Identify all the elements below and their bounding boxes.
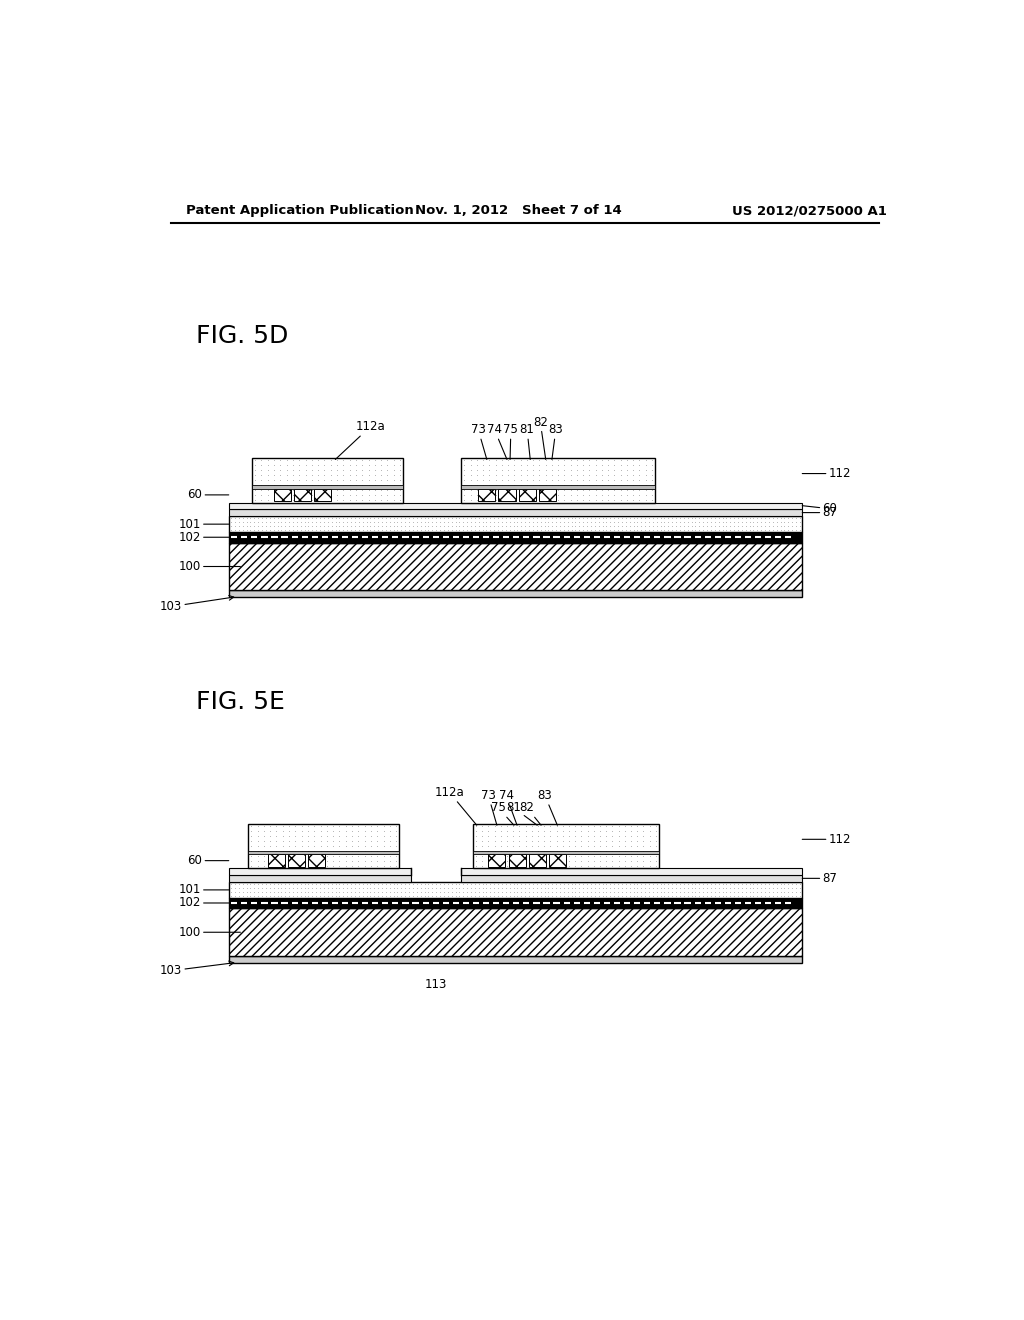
Bar	[228, 908, 802, 956]
Text: 87: 87	[802, 506, 838, 519]
Text: 82: 82	[520, 801, 541, 825]
Bar	[228, 590, 802, 597]
Text: 103: 103	[160, 961, 233, 977]
Bar	[488, 854, 506, 867]
Bar	[461, 874, 802, 882]
Bar	[518, 488, 536, 502]
Text: 81: 81	[520, 424, 535, 459]
Text: Patent Application Publication: Patent Application Publication	[186, 205, 414, 218]
Bar	[499, 488, 515, 502]
Bar	[228, 874, 411, 882]
Text: 74: 74	[499, 789, 517, 825]
Text: FIG. 5E: FIG. 5E	[197, 689, 285, 714]
Bar	[308, 854, 325, 867]
Text: 100: 100	[178, 925, 241, 939]
Text: 60: 60	[187, 488, 228, 502]
Text: 73: 73	[481, 789, 497, 825]
Text: 60: 60	[802, 502, 838, 515]
Bar	[228, 516, 802, 532]
Text: Nov. 1, 2012   Sheet 7 of 14: Nov. 1, 2012 Sheet 7 of 14	[415, 205, 622, 218]
Bar	[294, 488, 311, 502]
Bar	[248, 850, 399, 854]
Text: 112: 112	[802, 467, 851, 480]
Bar	[478, 488, 496, 502]
Text: 87: 87	[802, 871, 838, 884]
Bar	[228, 898, 802, 908]
Bar	[473, 850, 658, 854]
Text: 60: 60	[187, 854, 228, 867]
Bar	[539, 488, 556, 502]
Text: 101: 101	[178, 517, 228, 531]
Text: 102: 102	[178, 531, 228, 544]
Bar	[473, 824, 658, 869]
Bar	[228, 882, 802, 898]
Bar	[273, 488, 291, 502]
Text: 82: 82	[532, 416, 548, 459]
Text: 112a: 112a	[335, 420, 385, 459]
Bar	[252, 458, 403, 503]
Text: 112a: 112a	[435, 785, 477, 825]
Text: 102: 102	[178, 896, 228, 909]
Bar	[228, 508, 802, 516]
Bar	[314, 488, 331, 502]
Bar	[252, 484, 403, 488]
Bar	[228, 543, 802, 590]
Text: 75: 75	[492, 801, 514, 825]
Bar	[461, 869, 802, 875]
Bar	[228, 869, 411, 875]
Bar	[228, 956, 802, 964]
Bar	[461, 458, 655, 503]
Text: 113: 113	[425, 978, 447, 991]
Text: 101: 101	[178, 883, 228, 896]
Bar	[461, 484, 655, 488]
Bar	[528, 854, 546, 867]
Text: 74: 74	[487, 424, 507, 459]
Bar	[228, 503, 802, 508]
Text: 83: 83	[538, 789, 557, 825]
Bar	[509, 854, 525, 867]
Text: 73: 73	[471, 424, 486, 459]
Text: 83: 83	[549, 424, 563, 459]
Bar	[267, 854, 285, 867]
Text: FIG. 5D: FIG. 5D	[197, 323, 289, 348]
Text: 75: 75	[504, 424, 518, 459]
Bar	[549, 854, 566, 867]
Text: 112: 112	[802, 833, 851, 846]
Text: 100: 100	[178, 560, 241, 573]
Bar	[248, 824, 399, 869]
Bar	[228, 532, 802, 543]
Text: US 2012/0275000 A1: US 2012/0275000 A1	[732, 205, 888, 218]
Bar	[288, 854, 305, 867]
Text: 103: 103	[160, 595, 233, 612]
Text: 81: 81	[507, 801, 538, 825]
